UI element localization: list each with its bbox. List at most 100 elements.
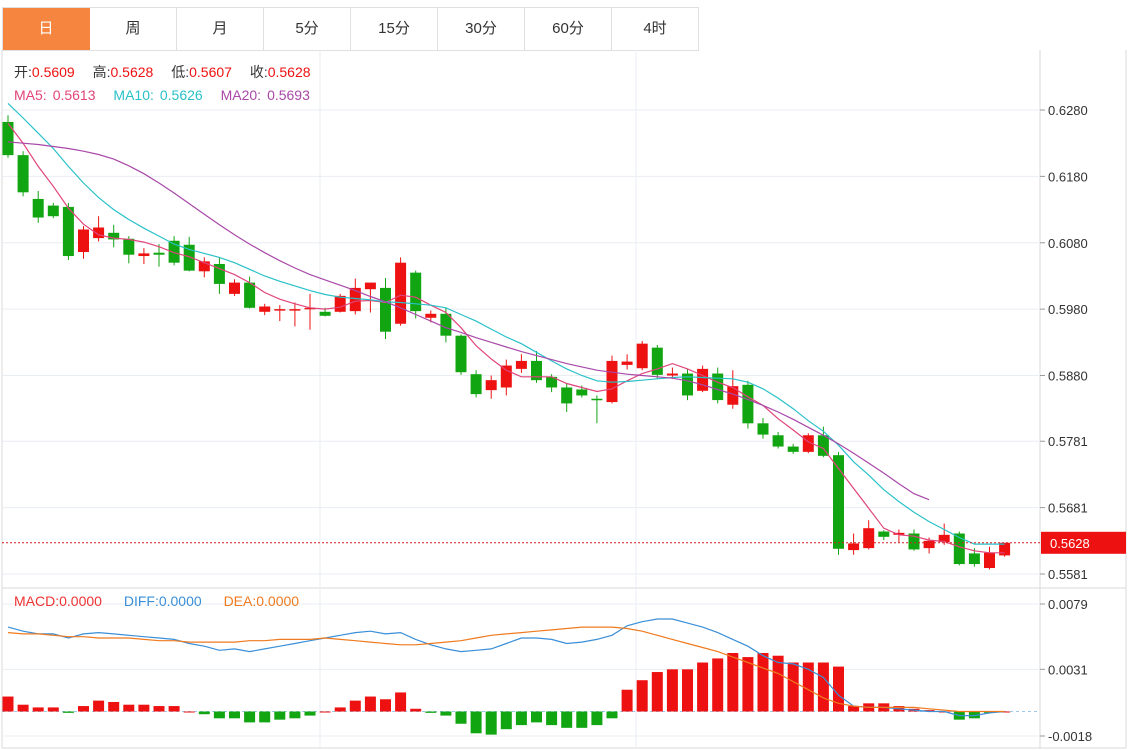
macd-bar [833,666,844,712]
macd-bar [304,711,316,716]
candle-body [364,282,376,290]
open-value: 0.5609 [32,64,75,80]
macd-bar [123,704,135,712]
tab-7[interactable]: 4时 [612,8,699,50]
macd-bar [651,672,663,712]
ma10-value: 0.5626 [160,87,203,103]
candle-body [259,306,271,312]
candle-body [229,282,240,294]
price-tick-label: 0.5681 [1048,501,1088,516]
candle-body [183,244,195,271]
high-value: 0.5628 [111,64,154,80]
tab-3[interactable]: 5分 [264,8,351,50]
macd-bar [984,711,995,713]
ma-info: MA5: 0.5613 MA10: 0.5626 MA20: 0.5693 [14,87,310,103]
candle-body [168,240,180,263]
tab-2[interactable]: 月 [177,8,264,50]
candle-body [47,205,59,217]
candle-body [395,262,407,324]
macd-bar [32,707,44,712]
ma20-value: 0.5693 [267,87,310,103]
candle-body [440,313,452,336]
macd-bar [108,701,120,712]
macd-bar [17,704,29,712]
macd-bar [168,706,180,712]
ma5-label: MA5: [14,87,47,103]
macd-bar [621,689,633,712]
candle-body [531,360,542,381]
candle-body [78,229,89,253]
candle-body [380,287,391,332]
candle-body [712,373,724,401]
candle-body [742,384,754,424]
tab-0[interactable]: 日 [3,8,90,50]
candle-body [2,121,14,156]
macd-bar [923,710,935,712]
macd-tick-label: 0.0079 [1048,597,1088,612]
candle-body [938,534,950,543]
macd-bar [817,662,829,712]
candle-body [304,307,316,310]
candle-body [561,387,573,404]
candle-body [863,528,875,549]
macd-bar [78,706,89,712]
macd-bar [2,696,14,712]
candle-body [999,542,1011,556]
macd-bar [410,708,422,712]
candle-body [213,264,225,284]
candle-body [651,347,663,375]
price-tick-label: 0.5980 [1048,302,1088,317]
candle-body [833,455,844,549]
macd-bar [440,711,452,716]
macd-bar [531,711,542,723]
candle-body [606,360,618,403]
candle-body [319,311,331,316]
candle-body [787,446,799,452]
candle-body [62,206,74,257]
tab-1[interactable]: 周 [90,8,177,50]
macd-bar [666,669,678,712]
macd-bar [636,680,648,712]
candle-body [546,376,558,388]
candle-body [274,309,286,311]
candle-body [591,398,603,401]
candle-body [727,386,739,405]
high-label: 高: [93,64,111,80]
macd-bar [455,711,467,724]
macd-info: MACD:0.0000 DIFF:0.0000 DEA:0.0000 [14,593,299,609]
candle-body [893,532,905,535]
ma10-line [7,102,1005,545]
price-tick-label: 0.5781 [1048,434,1088,449]
candle-body [621,361,633,365]
candle-body [878,531,890,537]
candle-body [984,552,995,569]
tab-6[interactable]: 60分 [525,8,612,50]
ma5-value: 0.5613 [53,87,96,103]
macd-bar [229,711,240,719]
candle-body [485,380,497,391]
low-value: 0.5607 [189,64,232,80]
macd-bar [425,711,437,713]
candle-body [244,282,256,308]
candle-body [802,435,814,452]
macd-bar [138,704,150,712]
macd-label: MACD: [14,593,59,609]
candle-body [953,533,965,565]
tab-5[interactable]: 30分 [438,8,525,50]
macd-bar [500,711,512,730]
candle-body [470,374,482,395]
price-tick-label: 0.6080 [1048,236,1088,251]
close-value: 0.5628 [268,64,311,80]
macd-bar [561,711,573,728]
macd-bar [712,658,724,712]
tab-4[interactable]: 15分 [351,8,438,50]
close-label: 收: [250,64,268,80]
candle-body [32,198,44,218]
macd-bar [244,711,256,723]
last-price-tag [1041,531,1126,554]
dea-label: DEA: [224,593,257,609]
macd-bar [757,652,769,712]
candle-body [289,309,301,311]
ma5-line [7,122,1005,554]
candle-body [198,261,210,272]
